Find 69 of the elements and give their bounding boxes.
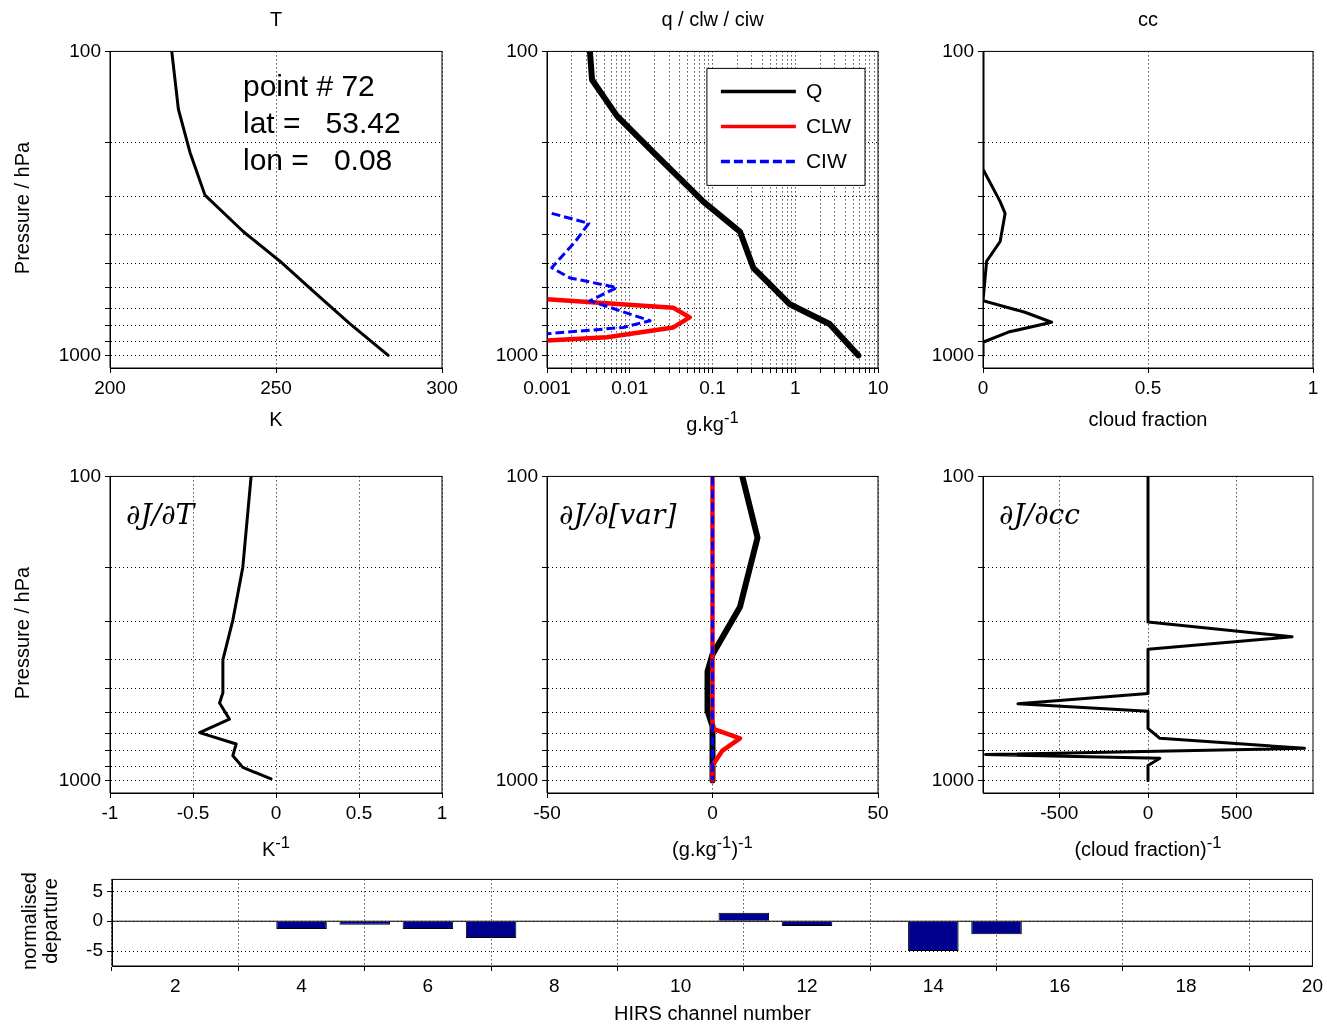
x-tick-label: 10 <box>867 376 889 398</box>
x-tick-label: 1 <box>789 376 801 398</box>
x-axis-title: HIRS channel number <box>613 1002 812 1025</box>
annotation: point # 72 <box>243 69 375 103</box>
y-tick-label: 0 <box>92 909 103 931</box>
y-tick-label: 1000 <box>495 768 538 790</box>
x-axis-title: g.kg$^{-1}$ <box>685 408 740 436</box>
x-tick-label: -50 <box>533 801 561 823</box>
chart-title: T <box>268 8 284 31</box>
x-tick-label: 300 <box>426 376 458 398</box>
x-tick-label: 500 <box>1220 801 1253 823</box>
y-axis-title: normalised departure <box>18 871 61 972</box>
y-tick-label: 1000 <box>495 343 538 365</box>
legend-label: Q <box>805 79 823 103</box>
annotation: ∂J/∂T <box>126 498 197 532</box>
x-tick-label: 0 <box>977 376 989 398</box>
y-tick-label: 100 <box>506 39 538 61</box>
y-axis-title: Pressure / hPa <box>10 565 33 702</box>
x-tick-label: 0.5 <box>1134 376 1162 398</box>
x-tick-label: 2 <box>169 974 181 996</box>
x-tick-label: 0.01 <box>611 376 649 398</box>
y-tick-label: 100 <box>942 39 974 61</box>
y-tick-label: 100 <box>69 39 101 61</box>
annotation: lon = 0.08 <box>243 143 393 177</box>
x-axis-title: K$^{-1}$ <box>260 833 292 861</box>
x-axis-title: (cloud fraction)$^{-1}$ <box>1073 833 1223 861</box>
x-tick-label: 250 <box>260 376 292 398</box>
x-tick-label: 16 <box>1049 974 1071 996</box>
y-tick-label: 1000 <box>931 343 974 365</box>
x-tick-label: 200 <box>94 376 126 398</box>
x-tick-label: 0 <box>270 801 282 823</box>
y-tick-label: 1000 <box>58 768 101 790</box>
x-tick-label: 1 <box>1307 376 1319 398</box>
chart-title: q / clw / ciw <box>660 8 765 31</box>
x-tick-label: 18 <box>1175 974 1197 996</box>
x-tick-label: 12 <box>796 974 818 996</box>
x-tick-label: 6 <box>422 974 434 996</box>
y-tick-label: 1000 <box>58 343 101 365</box>
x-tick-label: -1 <box>101 801 119 823</box>
x-tick-label: 1 <box>436 801 448 823</box>
x-tick-label: 14 <box>922 974 945 996</box>
x-tick-label: 4 <box>296 974 308 996</box>
x-tick-label: 20 <box>1301 974 1323 996</box>
x-tick-label: 8 <box>548 974 560 996</box>
x-tick-label: 0 <box>1142 801 1154 823</box>
y-tick-label: 100 <box>506 464 538 486</box>
x-tick-label: 0.1 <box>699 376 726 398</box>
legend-label: CLW <box>805 114 852 138</box>
y-tick-label: 5 <box>92 879 103 901</box>
x-tick-label: -0.5 <box>176 801 210 823</box>
y-tick-label: -5 <box>86 939 103 961</box>
x-tick-label: 0.5 <box>345 801 373 823</box>
x-axis-title: (g.kg$^{-1}$)$^{-1}$ <box>671 833 754 861</box>
x-axis-title: cloud fraction <box>1087 408 1209 431</box>
x-axis-title: K <box>268 408 284 431</box>
legend-label: CIW <box>805 149 847 173</box>
x-tick-label: 50 <box>867 801 889 823</box>
x-tick-label: 0.001 <box>523 376 571 398</box>
x-tick-label: 10 <box>670 974 692 996</box>
chart-title: cc <box>1137 8 1159 31</box>
annotation: ∂J/∂cc <box>999 498 1081 532</box>
x-tick-label: -500 <box>1040 801 1079 823</box>
x-tick-label: 0 <box>707 801 718 823</box>
annotation: ∂J/∂[var] <box>559 498 677 532</box>
y-tick-label: 1000 <box>931 768 974 790</box>
annotation: lat = 53.42 <box>243 106 401 140</box>
y-tick-label: 100 <box>69 464 101 486</box>
y-axis-title: Pressure / hPa <box>10 140 33 277</box>
y-tick-label: 100 <box>942 464 974 486</box>
